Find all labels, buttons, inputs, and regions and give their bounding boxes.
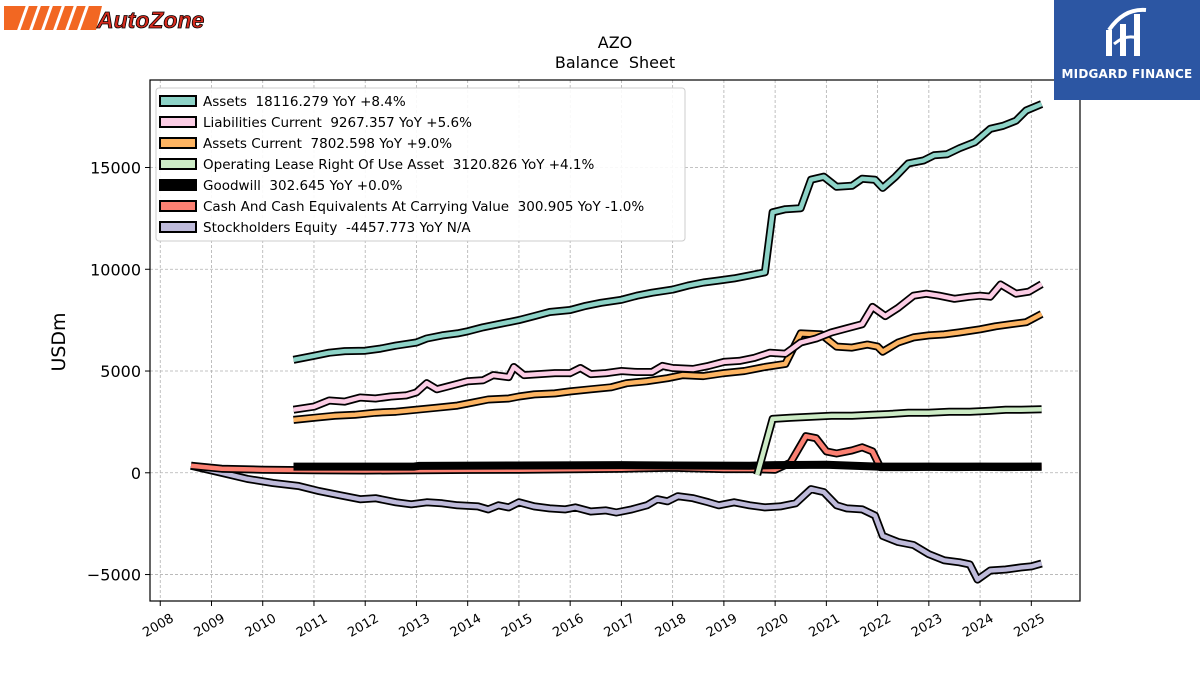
legend-label-liabilities_current: Liabilities Current 9267.357 YoY +5.6% <box>203 115 472 131</box>
series-line-equity <box>190 463 1043 582</box>
chart-title: AZO <box>598 33 633 52</box>
series-assets <box>292 100 1044 364</box>
x-tick-label: 2018 <box>653 611 689 641</box>
midgard-finance-logo: MIDGARD FINANCE <box>1054 0 1200 100</box>
legend-label-goodwill: Goodwill 302.645 YoY +0.0% <box>203 178 403 194</box>
x-tick-label: 2020 <box>755 611 791 641</box>
series-line-assets <box>293 102 1043 363</box>
series-operating_lease <box>753 405 1042 476</box>
series-assets_current <box>293 310 1044 424</box>
x-tick-label: 2022 <box>858 611 894 641</box>
y-tick-label: 10000 <box>90 260 141 279</box>
x-tick-label: 2023 <box>909 611 945 641</box>
y-tick-label: 0 <box>131 464 141 483</box>
x-tick-label: 2013 <box>397 611 433 641</box>
legend-swatch-cash <box>159 200 197 212</box>
autozone-logo: AutoZone <box>4 3 232 34</box>
x-tick-label: 2017 <box>602 611 638 641</box>
y-tick-label: −5000 <box>87 566 141 585</box>
legend-swatch-equity <box>159 221 197 233</box>
chart-subtitle: Balance Sheet <box>555 53 675 72</box>
legend-swatch-assets_current <box>159 137 197 149</box>
midgard-brand-text: MIDGARD FINANCE <box>1061 67 1193 81</box>
series-equity <box>190 461 1043 584</box>
x-tick-label: 2024 <box>960 611 996 641</box>
legend-label-cash: Cash And Cash Equivalents At Carrying Va… <box>203 199 644 215</box>
x-tick-label: 2025 <box>1011 611 1047 641</box>
midgard-monogram-icon <box>1106 7 1147 56</box>
plot-frame <box>149 79 1081 602</box>
legend-frame <box>155 87 686 242</box>
x-tick-label: 2010 <box>243 611 279 641</box>
series-line-assets_current <box>293 312 1043 423</box>
series-lines <box>190 100 1044 584</box>
x-tick-label: 2011 <box>294 611 330 641</box>
legend-label-assets: Assets 18116.279 YoY +8.4% <box>203 94 406 110</box>
series-goodwill <box>293 460 1042 471</box>
legend-swatch-goodwill <box>159 179 197 191</box>
autozone-wordmark: AutoZone <box>96 7 205 33</box>
x-tick-label: 2014 <box>448 611 484 641</box>
x-tick-label: 2021 <box>807 611 843 641</box>
legend-label-operating_lease: Operating Lease Right Of Use Asset 3120.… <box>203 157 595 173</box>
legend-label-assets_current: Assets Current 7802.598 YoY +9.0% <box>203 136 452 152</box>
y-tick-label: 15000 <box>90 159 141 178</box>
legend-label-equity: Stockholders Equity -4457.773 YoY N/A <box>203 220 471 236</box>
x-tick-label: 2016 <box>550 611 586 641</box>
x-tick-label: 2015 <box>499 611 535 641</box>
x-tick-label: 2019 <box>704 611 740 641</box>
x-tick-label: 2008 <box>140 611 176 641</box>
legend: Assets 18116.279 YoY +8.4% Liabilities Cu… <box>155 87 686 242</box>
series-line-operating_lease <box>755 407 1042 476</box>
series-line-liabilities_current <box>293 282 1043 412</box>
x-tick-label: 2009 <box>192 611 228 641</box>
y-tick-label: 5000 <box>100 362 141 381</box>
legend-swatch-operating_lease <box>159 158 197 170</box>
legend-swatch-assets <box>159 95 197 107</box>
autozone-stripes-icon: AutoZone <box>4 3 205 33</box>
legend-swatch-liabilities_current <box>159 116 197 128</box>
series-outline-equity <box>190 461 1043 584</box>
y-axis-label: USDm <box>48 312 70 371</box>
series-liabilities_current <box>292 280 1044 414</box>
series-line-goodwill <box>293 460 1042 471</box>
x-tick-label: 2012 <box>345 611 381 641</box>
